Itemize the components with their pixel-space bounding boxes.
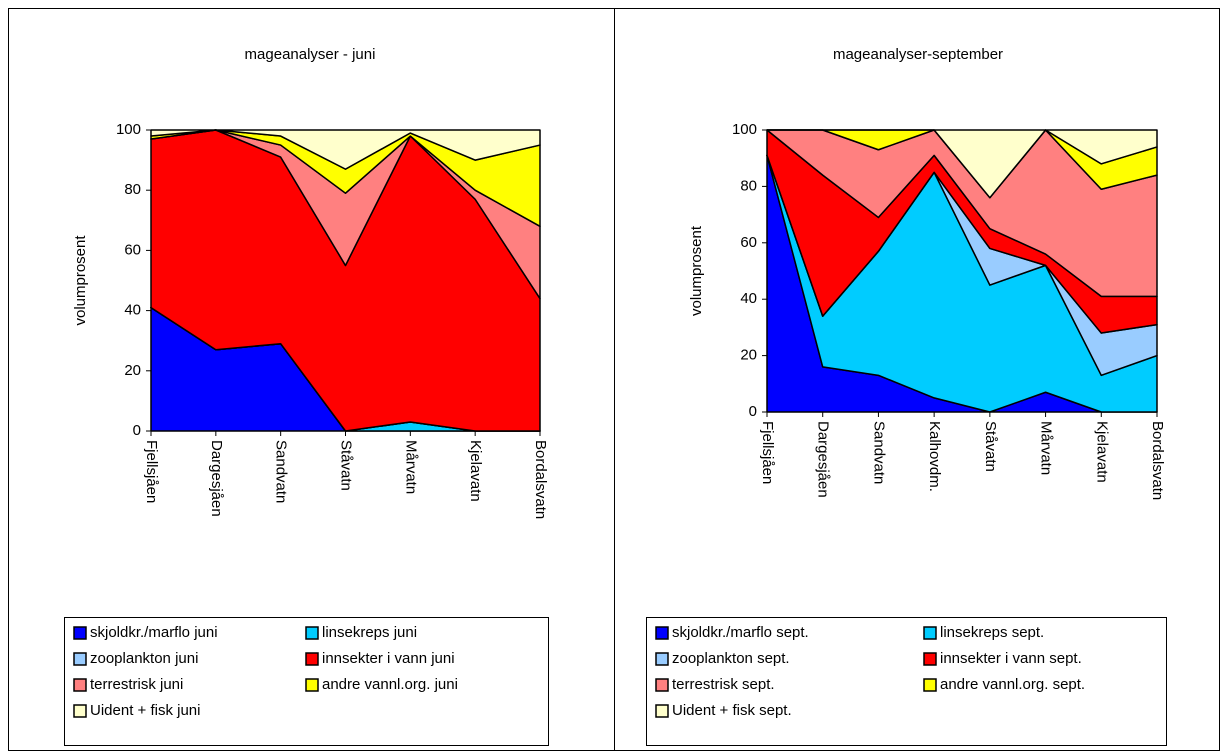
y-tick-label: 100: [732, 121, 757, 138]
x-tick-label: Kjelavatn: [467, 440, 484, 502]
y-axis-label: volumprosent: [72, 235, 89, 326]
x-tick-label: Ståvatn: [338, 440, 355, 491]
legend-swatch: [655, 626, 669, 640]
area: [766, 129, 1158, 199]
legend-label: skjoldkr./marflo juni: [90, 624, 218, 641]
legend-swatch: [305, 626, 319, 640]
x-tick-label: Mårvatn: [402, 440, 419, 494]
x-tick-label: Dargesjåen: [815, 421, 832, 498]
legend-swatch: [73, 678, 87, 692]
y-tick-label: 60: [740, 234, 757, 251]
legend-swatch: [305, 678, 319, 692]
legend-label: Uident + fisk juni: [90, 702, 200, 719]
legend-swatch: [923, 626, 937, 640]
x-tick-label: Fjellsjåen: [759, 421, 776, 484]
legend-label: innsekter i vann sept.: [940, 650, 1082, 667]
legend-label: andre vannl.org. juni: [322, 676, 458, 693]
area: [150, 129, 541, 170]
x-tick-label: Sandvatn: [870, 421, 887, 484]
legend-swatch: [655, 678, 669, 692]
x-tick-label: Bordalsvatn: [532, 440, 549, 519]
y-tick-label: 80: [124, 181, 141, 198]
legend-label: terrestrisk sept.: [672, 676, 775, 693]
legend-label: linsekreps juni: [322, 624, 417, 641]
y-tick-label: 80: [740, 177, 757, 194]
x-tick-label: Dargesjåen: [208, 440, 225, 517]
legend-label: andre vannl.org. sept.: [940, 676, 1085, 693]
legend-swatch: [73, 704, 87, 718]
legend-swatch: [923, 652, 937, 666]
x-tick-label: Fjellsjåen: [143, 440, 160, 503]
y-tick-label: 40: [740, 290, 757, 307]
y-axis-label: volumprosent: [688, 225, 705, 316]
legend-swatch: [305, 652, 319, 666]
legend-label: Uident + fisk sept.: [672, 702, 792, 719]
y-tick-label: 60: [124, 241, 141, 258]
legend-label: zooplankton juni: [90, 650, 198, 667]
chart-title: mageanalyser - juni: [245, 46, 376, 63]
legend-swatch: [655, 704, 669, 718]
y-tick-label: 100: [116, 121, 141, 138]
y-tick-label: 20: [740, 347, 757, 364]
x-tick-label: Kjelavatn: [1093, 421, 1110, 483]
y-tick-label: 0: [133, 422, 141, 439]
legend-label: skjoldkr./marflo sept.: [672, 624, 809, 641]
y-tick-label: 0: [749, 403, 757, 420]
legend-swatch: [923, 678, 937, 692]
y-tick-label: 20: [124, 362, 141, 379]
legend-swatch: [655, 652, 669, 666]
legend-swatch: [73, 652, 87, 666]
y-tick-label: 40: [124, 302, 141, 319]
legend-box: [646, 617, 1167, 746]
legend-label: zooplankton sept.: [672, 650, 790, 667]
legend-swatch: [73, 626, 87, 640]
legend-label: linsekreps sept.: [940, 624, 1044, 641]
legend-label: terrestrisk juni: [90, 676, 183, 693]
x-tick-label: Kalhovdm.: [926, 421, 943, 492]
chart-title: mageanalyser-september: [833, 46, 1003, 63]
x-tick-label: Ståvatn: [982, 421, 999, 472]
x-tick-label: Bordalsvatn: [1149, 421, 1166, 500]
x-tick-label: Sandvatn: [273, 440, 290, 503]
legend-label: innsekter i vann juni: [322, 650, 455, 667]
x-tick-label: Mårvatn: [1038, 421, 1055, 475]
